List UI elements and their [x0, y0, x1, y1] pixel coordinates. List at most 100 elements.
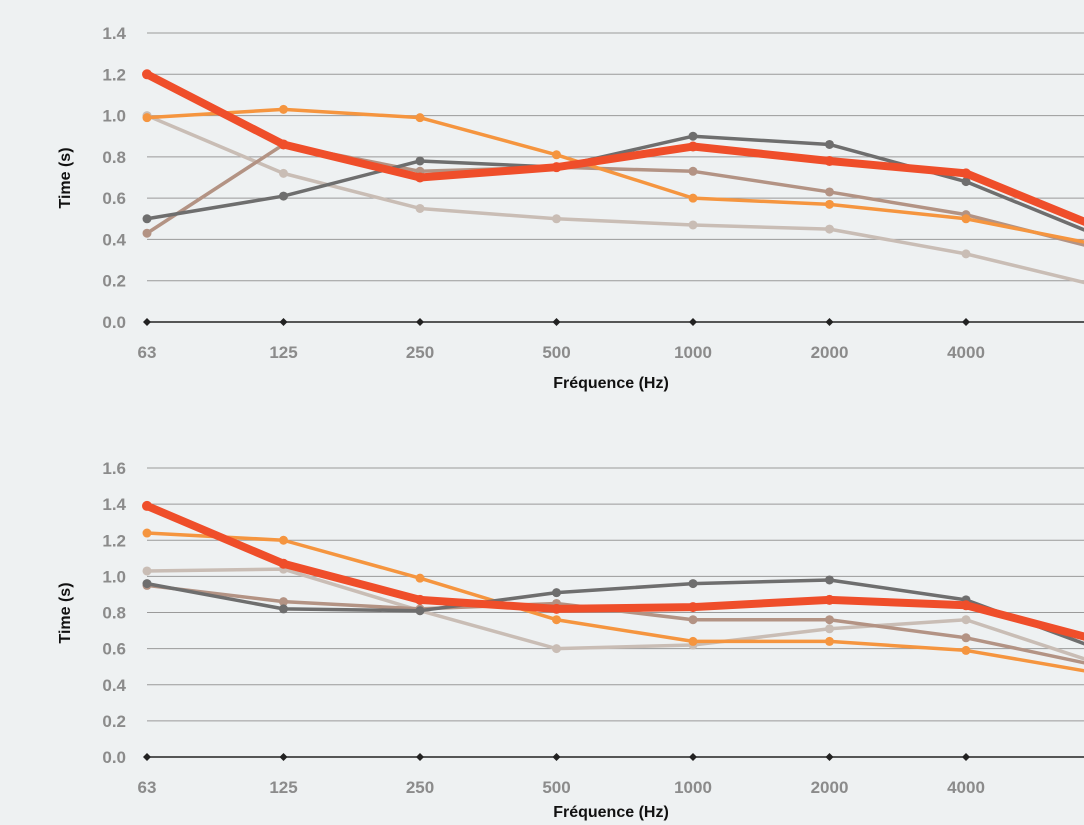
y-tick-label: 0.4: [102, 230, 126, 249]
y-tick-label: 1.0: [102, 107, 126, 126]
data-point: [688, 220, 698, 230]
data-point: [961, 177, 971, 187]
y-tick-label: 1.2: [102, 531, 126, 550]
data-point: [279, 104, 288, 114]
x-tick-label: 63: [138, 343, 157, 362]
x-tick-label: 125: [269, 343, 297, 362]
data-point: [278, 139, 289, 150]
data-point: [279, 535, 288, 545]
data-point: [142, 113, 152, 123]
data-point: [142, 579, 152, 589]
x-axis-tick-mark: [143, 318, 151, 326]
x-axis-tick-mark: [552, 753, 561, 761]
x-tick-label: 1000: [674, 778, 712, 797]
x-tick-label: 250: [406, 778, 434, 797]
x-tick-label: 500: [542, 778, 570, 797]
x-tick-label: 2000: [811, 778, 849, 797]
data-point: [825, 224, 834, 234]
data-point: [961, 600, 971, 611]
y-tick-label: 0.0: [102, 313, 126, 332]
data-point: [552, 615, 561, 625]
data-point: [688, 615, 698, 625]
data-point: [825, 624, 834, 634]
data-point: [551, 162, 562, 173]
x-tick-label: 4000: [947, 778, 985, 797]
x-tick-label: 63: [138, 778, 157, 797]
data-point: [961, 249, 971, 259]
x-tick-label: 500: [542, 343, 570, 362]
data-point: [142, 500, 152, 511]
data-point: [278, 558, 289, 569]
data-point: [551, 603, 562, 614]
y-tick-label: 1.4: [102, 495, 126, 514]
x-axis-tick-mark: [825, 753, 834, 761]
data-point: [961, 168, 971, 179]
data-point: [688, 579, 698, 589]
x-axis-tick-mark: [552, 318, 561, 326]
x-axis-tick-mark: [962, 318, 970, 326]
data-point: [961, 615, 971, 625]
data-point: [415, 203, 425, 213]
y-tick-label: 0.2: [102, 272, 126, 291]
data-point: [552, 150, 561, 160]
y-tick-label: 1.4: [102, 24, 126, 43]
y-tick-label: 1.6: [102, 459, 126, 478]
data-point: [415, 594, 425, 605]
data-point: [279, 604, 288, 614]
data-point: [688, 131, 698, 141]
y-tick-label: 0.2: [102, 712, 126, 731]
data-point: [825, 199, 834, 209]
data-point: [552, 214, 561, 224]
x-tick-label: 125: [269, 778, 297, 797]
x-axis-title: Fréquence (Hz): [553, 804, 669, 821]
x-axis-tick-mark: [825, 318, 834, 326]
data-point: [279, 168, 288, 178]
data-point: [824, 594, 835, 605]
y-axis-title: Time (s): [57, 582, 74, 643]
x-tick-label: 2000: [811, 343, 849, 362]
y-tick-label: 0.8: [102, 604, 126, 623]
data-point: [415, 606, 425, 616]
x-axis-title: Fréquence (Hz): [553, 375, 669, 392]
data-point: [142, 528, 152, 538]
data-point: [415, 573, 425, 583]
data-point: [825, 615, 834, 625]
data-point: [961, 645, 971, 655]
data-point: [688, 166, 698, 176]
x-axis-tick-mark: [416, 318, 424, 326]
y-tick-label: 0.0: [102, 748, 126, 767]
data-point: [825, 636, 834, 646]
series-line-0: [145, 567, 1084, 661]
data-point: [142, 566, 152, 576]
x-axis-tick-mark: [143, 753, 151, 761]
x-axis-tick-mark: [279, 318, 288, 326]
x-axis-tick-mark: [416, 753, 424, 761]
y-tick-label: 0.4: [102, 676, 126, 695]
data-point: [961, 633, 971, 643]
data-point: [142, 214, 152, 224]
x-tick-label: 4000: [947, 343, 985, 362]
series-line-2: [145, 107, 1084, 244]
data-point: [279, 191, 288, 201]
y-tick-label: 0.6: [102, 189, 126, 208]
series-line-3: [145, 578, 1084, 646]
data-point: [415, 172, 425, 183]
x-tick-label: 250: [406, 343, 434, 362]
series-line-2: [145, 531, 1084, 673]
y-tick-label: 1.2: [102, 65, 126, 84]
data-point: [688, 193, 698, 203]
series-line-3: [145, 134, 1084, 232]
y-tick-label: 0.6: [102, 640, 126, 659]
series-line-0: [145, 113, 1084, 285]
data-point: [142, 228, 152, 238]
data-point: [961, 214, 971, 224]
data-point: [688, 602, 698, 613]
reverberation-chart-bottom: 0.0 0.2 0.4 0.6 0.8 1.0 1.2 1.4 1.6 63 125 250 500 10…: [57, 459, 1084, 821]
y-tick-label: 0.8: [102, 148, 126, 167]
y-tick-label: 1.0: [102, 567, 126, 586]
x-axis-tick-mark: [689, 753, 697, 761]
data-point: [688, 636, 698, 646]
x-axis-tick-mark: [962, 753, 970, 761]
data-point: [142, 69, 152, 80]
